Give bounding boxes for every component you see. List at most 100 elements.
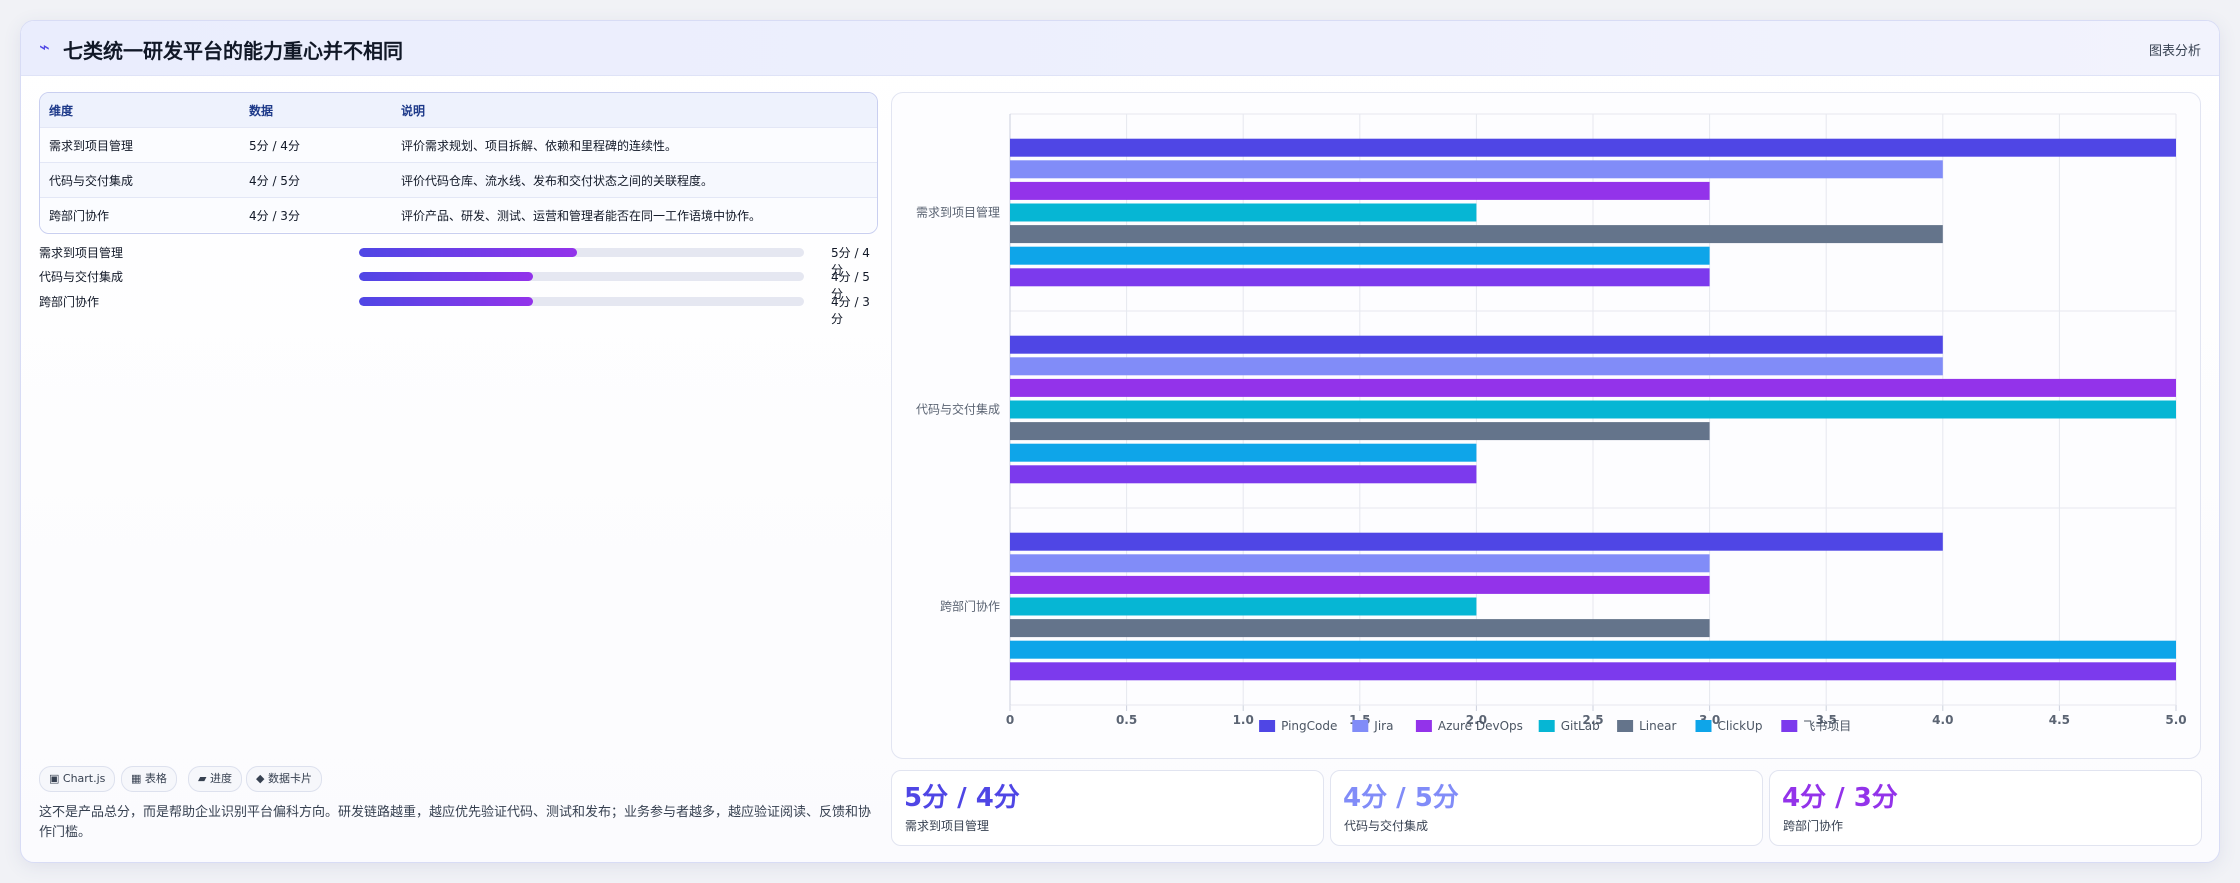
legend-label: Azure DevOps (1438, 719, 1523, 733)
legend-swatch (1259, 720, 1276, 732)
legend-swatch (1538, 720, 1555, 732)
chart-panel: 00.51.01.52.02.53.03.54.04.55.0需求到项目管理代码… (891, 92, 2201, 759)
table-cell: 4分 / 3分 (240, 197, 392, 232)
progress-label: 代码与交付集成 (39, 270, 124, 284)
stat-label: 跨部门协作 (1783, 819, 1844, 833)
card-header: ⌁ 七类统一研发平台的能力重心并不相同 图表分析 (21, 21, 2219, 76)
bar (1010, 335, 1943, 354)
bar (1010, 554, 1710, 573)
progress-row: 跨部门协作 4分 / 3分 (39, 291, 879, 326)
progress-fill (359, 272, 533, 281)
y-tick-label: 代码与交付集成 (916, 402, 1000, 417)
legend-swatch (1415, 720, 1432, 732)
bar (1010, 465, 1477, 484)
x-tick-label: 0 (1006, 713, 1014, 727)
legend-swatch (1352, 720, 1369, 732)
table-cell: 需求到项目管理 (40, 127, 240, 163)
stat-card: 5分 / 4分 需求到项目管理 (891, 770, 1324, 846)
chip-data-card[interactable]: ◆ 数据卡片 (246, 766, 322, 792)
bar (1010, 640, 2176, 659)
x-tick-label: 2.5 (1582, 713, 1603, 727)
table-cell: 4分 / 5分 (240, 162, 392, 198)
legend-label: Jira (1373, 719, 1393, 733)
bar (1010, 246, 1710, 265)
bar (1010, 443, 1477, 462)
legend-label: ClickUp (1718, 719, 1763, 733)
table-cell: 代码与交付集成 (40, 162, 240, 198)
bar (1010, 203, 1477, 222)
chip-table[interactable]: ▦ 表格 (121, 766, 177, 792)
table-cell: 评价产品、研发、测试、运营和管理者能否在同一工作语境中协作。 (392, 197, 877, 232)
bar (1010, 160, 1943, 179)
x-tick-label: 1.0 (1233, 713, 1254, 727)
progress-fill (359, 248, 578, 257)
bar (1010, 662, 2176, 681)
dimension-table: 维度 数据 说明 需求到项目管理 5分 / 4分 评价需求规划、项目拆解、依赖和… (39, 92, 878, 234)
progress-row: 需求到项目管理 5分 / 4分 (39, 242, 879, 277)
table-header: 说明 (392, 93, 877, 128)
chip-progress[interactable]: ▰ 进度 (188, 766, 242, 792)
stat-label: 需求到项目管理 (905, 819, 990, 833)
legend-swatch (1695, 720, 1712, 732)
table-row: 代码与交付集成 4分 / 5分 评价代码仓库、流水线、发布和交付状态之间的关联程… (40, 162, 877, 198)
progress-row: 代码与交付集成 4分 / 5分 (39, 266, 879, 301)
bar (1010, 268, 1710, 287)
bar (1010, 532, 1943, 551)
table-row: 跨部门协作 4分 / 3分 评价产品、研发、测试、运营和管理者能否在同一工作语境… (40, 197, 877, 232)
legend-label: 飞书项目 (1803, 719, 1851, 733)
progress-value: 5分 / 4分 (831, 246, 870, 277)
y-tick-label: 跨部门协作 (940, 599, 1000, 614)
stat-value: 4分 / 5分 (1343, 783, 1459, 813)
stat-value: 4分 / 3分 (1782, 783, 1898, 813)
bar (1010, 597, 1477, 616)
stat-card: 4分 / 3分 跨部门协作 (1769, 770, 2202, 846)
legend-swatch (1781, 720, 1798, 732)
bar (1010, 181, 1710, 200)
category-tag: 图表分析 (2148, 44, 2201, 59)
table-header: 数据 (240, 93, 392, 128)
table-cell: 跨部门协作 (40, 197, 240, 232)
progress-track (359, 248, 804, 257)
explanation-note: 这不是产品总分，而是帮助企业识别平台偏科方向。研发链路越重，越应优先验证代码、测… (39, 805, 872, 840)
legend-label: GitLab (1561, 719, 1600, 733)
chart-card: ⌁ 七类统一研发平台的能力重心并不相同 图表分析 维度 数据 说明 需求到项目管… (20, 20, 2220, 863)
bar (1010, 225, 1943, 244)
x-tick-label: 2.0 (1466, 713, 1487, 727)
pulse-icon: ⌁ (39, 37, 50, 58)
y-tick-label: 需求到项目管理 (916, 205, 1000, 220)
legend-label: Linear (1639, 719, 1676, 733)
bar-chart: 00.51.01.52.02.53.03.54.04.55.0需求到项目管理代码… (916, 113, 2187, 733)
legend-label: PingCode (1281, 719, 1337, 733)
bar (1010, 357, 1943, 376)
page-title: 七类统一研发平台的能力重心并不相同 (63, 39, 403, 63)
bar (1010, 400, 2176, 419)
table-cell: 5分 / 4分 (240, 127, 392, 163)
bar (1010, 138, 2176, 157)
table-header-row: 维度 数据 说明 (40, 93, 877, 128)
bar (1010, 378, 2176, 397)
x-tick-label: 4.5 (2049, 713, 2070, 727)
stat-label: 代码与交付集成 (1344, 819, 1429, 833)
progress-label: 需求到项目管理 (39, 246, 124, 260)
x-tick-label: 3.5 (1816, 713, 1837, 727)
table-cell: 评价代码仓库、流水线、发布和交付状态之间的关联程度。 (392, 162, 877, 198)
progress-value: 4分 / 5分 (831, 270, 870, 301)
bar (1010, 575, 1710, 594)
table-cell: 评价需求规划、项目拆解、依赖和里程碑的连续性。 (392, 127, 877, 163)
x-tick-label: 0.5 (1116, 713, 1137, 727)
bar (1010, 422, 1710, 441)
stat-value: 5分 / 4分 (904, 783, 1020, 813)
progress-track (359, 272, 804, 281)
progress-value: 4分 / 3分 (831, 295, 870, 326)
legend-swatch (1617, 720, 1634, 732)
bar (1010, 619, 1710, 638)
progress-track (359, 297, 804, 306)
table-row: 需求到项目管理 5分 / 4分 评价需求规划、项目拆解、依赖和里程碑的连续性。 (40, 127, 877, 163)
stat-card: 4分 / 5分 代码与交付集成 (1330, 770, 1763, 846)
progress-fill (359, 297, 533, 306)
progress-label: 跨部门协作 (39, 295, 100, 309)
x-tick-label: 4.0 (1932, 713, 1953, 727)
x-tick-label: 5.0 (2165, 713, 2186, 727)
table-header: 维度 (40, 93, 240, 128)
chip-chartjs[interactable]: ▣ Chart.js (39, 766, 116, 792)
